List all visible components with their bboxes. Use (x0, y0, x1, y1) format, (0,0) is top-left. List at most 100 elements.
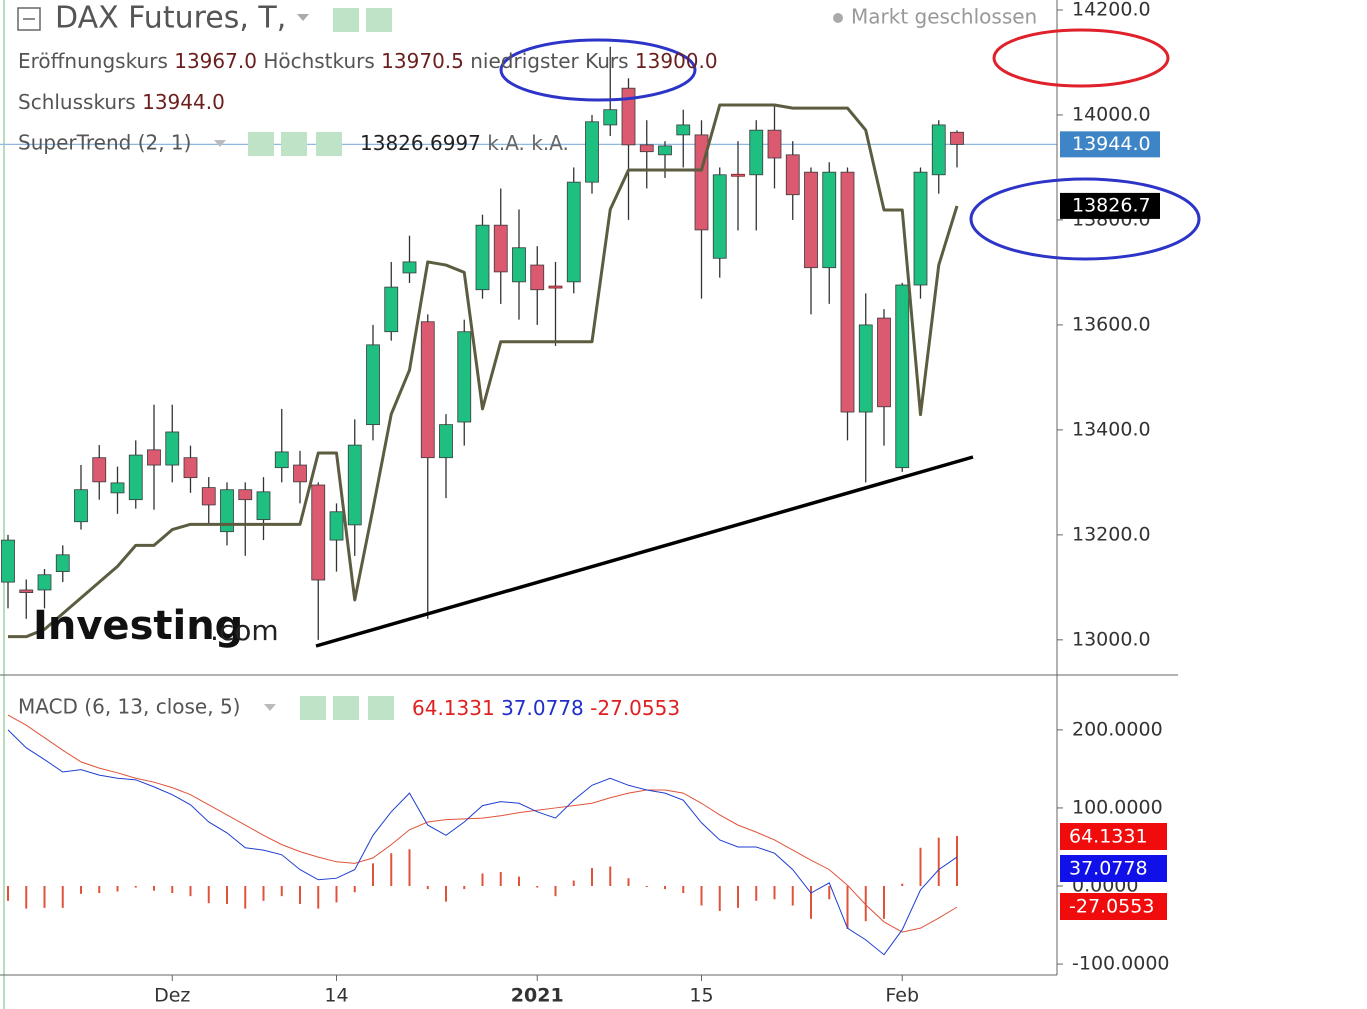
histogram-bar (408, 849, 411, 887)
candle-body (950, 131, 964, 145)
annotation-ellipse (969, 177, 1201, 261)
candle-body (55, 554, 70, 572)
histogram-bar (445, 886, 447, 902)
y-tick-label: 14200.0 (1072, 0, 1151, 20)
histogram-bar (25, 886, 28, 909)
candle-body (530, 264, 545, 291)
legend-name: Eröffnungskurs (18, 49, 168, 73)
histogram-bar (591, 868, 593, 887)
candle-body (548, 285, 563, 289)
histogram-bar (262, 886, 265, 901)
candle-body (731, 173, 745, 177)
histogram-bar (518, 876, 520, 887)
candle-body (128, 454, 143, 501)
indicator-value: k.A. (487, 131, 525, 155)
price-badge (1060, 131, 1160, 158)
histogram-bar (244, 886, 247, 909)
histogram-bar (463, 886, 466, 890)
settings-icon[interactable] (366, 8, 392, 32)
market-status: Markt geschlossen (851, 5, 1037, 29)
histogram-bar (572, 880, 575, 887)
candle-body (183, 457, 198, 479)
histogram-bar (864, 886, 867, 922)
price-badge-label: 13944.0 (1072, 133, 1151, 155)
candle-body (749, 129, 764, 176)
x-tick-label: Dez (154, 985, 190, 1007)
indicator-value: 13826.6997 (360, 131, 481, 155)
histogram-bar (390, 853, 393, 887)
settings-icon[interactable] (333, 8, 359, 32)
y-tick-label: 200.0000 (1072, 718, 1163, 740)
indicator-name: SuperTrend (2, 1) (18, 131, 191, 155)
supertrend-line (8, 103, 959, 639)
settings-icon[interactable] (281, 132, 307, 156)
histogram-bar (134, 886, 137, 888)
settings-icon[interactable] (333, 696, 359, 720)
histogram-bar (737, 886, 739, 908)
candle-body (329, 511, 344, 541)
histogram-bar (956, 835, 958, 887)
value-badge (1060, 855, 1167, 882)
legend-value: 13944.0 (142, 90, 225, 114)
candle-body (347, 444, 362, 526)
legend-value: 13970.5 (381, 49, 464, 73)
histogram-bar (664, 886, 666, 890)
indicator-values: 64.1331 37.0778 -27.0553 (412, 696, 680, 720)
candle-body (201, 487, 216, 506)
legend-value: 13900.0 (635, 49, 718, 73)
settings-icon[interactable] (300, 696, 326, 720)
axis-labels: 13000.013200.013400.013600.013800.014000… (154, 0, 1169, 1007)
dropdown-icon[interactable] (214, 140, 226, 147)
histogram-bar (189, 886, 192, 897)
candle-body (785, 154, 800, 196)
price-badge-label: 13826.7 (1072, 194, 1151, 216)
histogram-bar (791, 886, 794, 906)
candle-body (512, 247, 526, 283)
histogram-bar (372, 863, 374, 887)
histogram-bar (226, 886, 228, 904)
candle-body (256, 491, 271, 521)
legend-name: Schlusskurs (18, 90, 136, 114)
candle-body (621, 87, 636, 146)
candle-body (840, 171, 855, 413)
value-badge-label: -27.0553 (1069, 896, 1154, 918)
settings-icon[interactable] (248, 132, 274, 156)
histogram-bar (7, 886, 9, 901)
candle-body (603, 109, 618, 126)
close-icon[interactable] (368, 696, 394, 720)
candle-body (931, 124, 946, 176)
candle-body (585, 121, 599, 183)
indicator-name: MACD (6, 13, close, 5) (18, 695, 240, 719)
dropdown-icon[interactable] (264, 704, 276, 711)
legend-value: 13967.0 (174, 49, 257, 73)
annotation-ellipse (499, 38, 697, 102)
dropdown-icon[interactable] (297, 14, 309, 21)
histogram-bar (153, 886, 155, 891)
histogram-bar (426, 886, 429, 890)
macd-line (7, 729, 958, 956)
candle-body (858, 324, 873, 413)
candle-body (475, 224, 490, 291)
histogram-bar (846, 886, 849, 929)
value-badge (1060, 823, 1167, 850)
close-icon[interactable] (316, 132, 342, 156)
candle-body (366, 344, 380, 426)
x-tick-label: Feb (885, 985, 919, 1007)
candle-body (877, 317, 891, 408)
candle-body (92, 457, 107, 483)
histogram-bar (116, 886, 119, 892)
signal-line (7, 714, 958, 933)
candle-body (1, 539, 15, 583)
histogram-bar (773, 886, 776, 900)
histogram-bar (299, 886, 301, 904)
legend-name: Höchstkurs (263, 49, 375, 73)
histogram-bar (645, 886, 648, 888)
indicator-value: 37.0778 (501, 696, 584, 720)
candle-body (220, 489, 234, 533)
y-tick-label: 13600.0 (1072, 313, 1151, 335)
x-tick-label: 15 (689, 985, 713, 1007)
collapse-icon[interactable] (17, 7, 41, 31)
candle-body (895, 284, 910, 469)
indicator-value: -27.0553 (590, 696, 680, 720)
candle-body (767, 129, 782, 159)
